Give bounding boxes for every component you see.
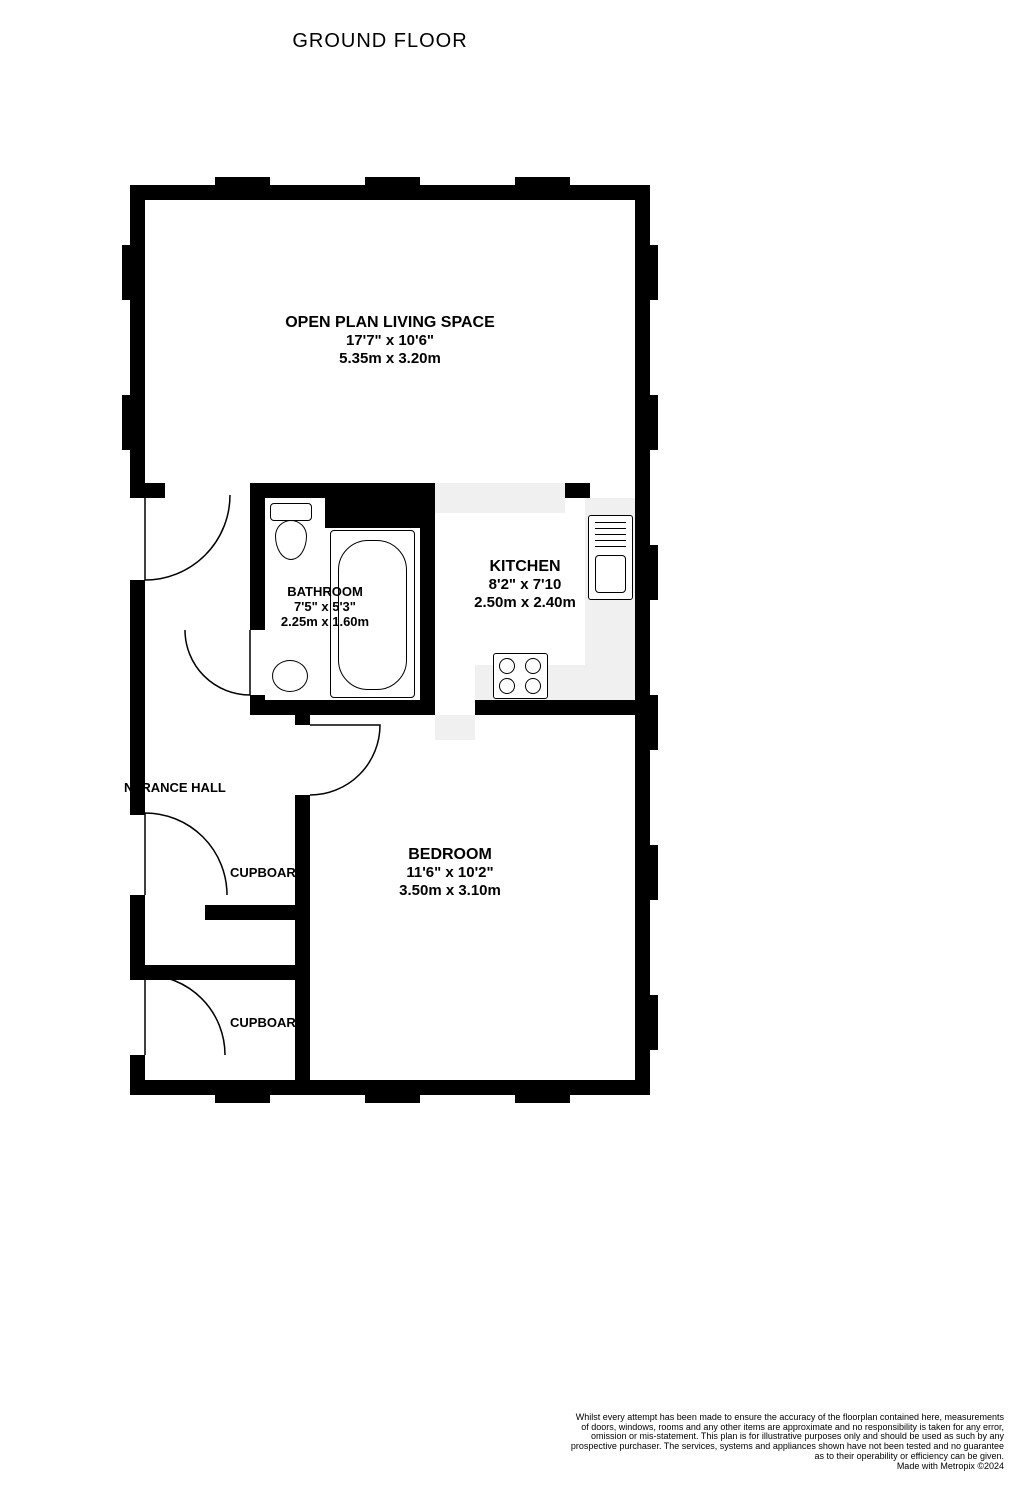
drainer-2 (595, 528, 626, 529)
kitchen-grey-stub (435, 715, 475, 740)
window-r-5 (650, 845, 658, 900)
wall-h1-right (565, 483, 590, 498)
floor-title: GROUND FLOOR (0, 30, 760, 53)
left-door-gap-3 (130, 975, 145, 1055)
door-arc-bath (185, 630, 260, 705)
window-b-3 (515, 1095, 570, 1103)
bed-name: BEDROOM (340, 845, 560, 864)
bed-dim2: 3.50m x 3.10m (340, 882, 560, 900)
window-top-2 (365, 177, 420, 185)
bath-dim1: 7'5" x 5'3" (260, 600, 390, 615)
bed-dim1: 11'6" x 10'2" (340, 864, 560, 882)
window-top-1 (215, 177, 270, 185)
label-entrance: NTRANCE HALL (124, 780, 226, 795)
window-r-4 (650, 695, 658, 750)
label-living: OPEN PLAN LIVING SPACE 17'7" x 10'6" 5.3… (240, 313, 540, 368)
bath-dim2: 2.25m x 1.60m (260, 615, 390, 630)
drainer-4 (595, 540, 626, 541)
kitchen-bottom-gap (435, 700, 475, 715)
wc-tank (270, 503, 312, 521)
bath-name: BATHROOM (260, 585, 390, 600)
cup-gap-1 (145, 905, 205, 920)
left-door-gap-2 (130, 815, 145, 895)
door-arc-bed (310, 725, 385, 800)
kitchen-grey-top (435, 483, 565, 513)
label-cupboard-2: CUPBOAR (230, 1015, 296, 1030)
hob-ring-3 (499, 678, 515, 694)
hob-ring-4 (525, 678, 541, 694)
window-r-6 (650, 995, 658, 1050)
basin (272, 660, 308, 692)
door-arc-ext-3 (145, 975, 235, 1065)
shaft-block (325, 498, 420, 528)
disclaimer: Whilst every attempt has been made to en… (444, 1413, 1004, 1472)
wall-bottom (130, 1080, 650, 1095)
bedroom-door-gap (295, 725, 310, 795)
wall-v-bath-kitchen (420, 483, 435, 713)
wall-top (130, 185, 650, 200)
label-bathroom: BATHROOM 7'5" x 5'3" 2.25m x 1.60m (260, 585, 390, 630)
hob-ring-2 (525, 658, 541, 674)
window-r-3 (650, 545, 658, 600)
living-name: OPEN PLAN LIVING SPACE (240, 313, 540, 332)
window-r-2 (650, 395, 658, 450)
wc-bowl (275, 520, 307, 560)
floor-plan: OPEN PLAN LIVING SPACE 17'7" x 10'6" 5.3… (130, 185, 650, 1095)
kitchen-dim1: 8'2" x 7'10 (445, 576, 605, 594)
disclaimer-6: Made with Metropix ©2024 (444, 1462, 1004, 1472)
label-kitchen: KITCHEN 8'2" x 7'10 2.50m x 2.40m (445, 557, 605, 612)
label-bedroom: BEDROOM 11'6" x 10'2" 3.50m x 3.10m (340, 845, 560, 900)
window-top-3 (515, 177, 570, 185)
kitchen-name: KITCHEN (445, 557, 605, 576)
kitchen-dim2: 2.50m x 2.40m (445, 594, 605, 612)
drainer-5 (595, 546, 626, 547)
wall-right (635, 185, 650, 1095)
wall-left (130, 185, 145, 1095)
window-b-2 (365, 1095, 420, 1103)
drainer-1 (595, 522, 626, 523)
hob-ring-1 (499, 658, 515, 674)
door-arc-ext-2 (145, 813, 235, 903)
window-b-1 (215, 1095, 270, 1103)
window-l-1 (122, 245, 130, 300)
label-cupboard-1: CUPBOAR (230, 865, 296, 880)
window-l-2 (122, 395, 130, 450)
drainer-3 (595, 534, 626, 535)
living-dim1: 17'7" x 10'6" (240, 332, 540, 350)
left-door-gap-1 (130, 495, 145, 580)
window-r-1 (650, 245, 658, 300)
door-arc-ext-1 (145, 495, 235, 585)
living-dim2: 5.35m x 3.20m (240, 350, 540, 368)
